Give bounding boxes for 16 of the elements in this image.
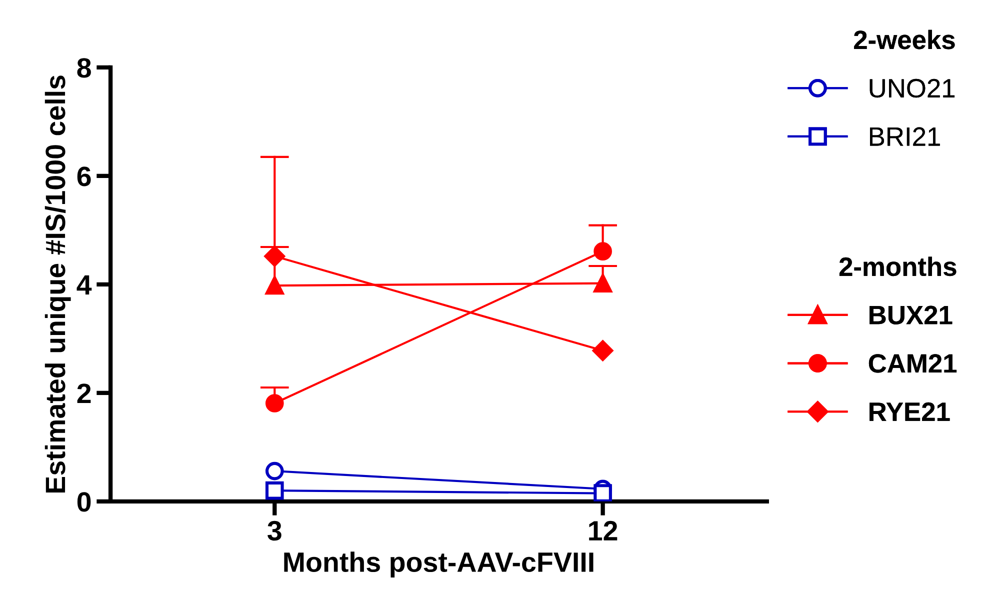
legend-label: CAM21 bbox=[868, 354, 957, 373]
text: 2-weeks bbox=[854, 30, 955, 50]
y-tick-label: 6 bbox=[77, 166, 91, 186]
y-tick-label: 0 bbox=[77, 492, 91, 512]
legend-label: UNO21 bbox=[870, 78, 955, 98]
legend-label: RYE21 bbox=[870, 402, 950, 421]
y-tick-label: 8 bbox=[77, 58, 91, 78]
y-tick-label: 4 bbox=[76, 275, 92, 294]
x-tick-label: 3 bbox=[268, 520, 282, 541]
x-tick-label: 12 bbox=[589, 520, 618, 540]
text: 2-months bbox=[839, 256, 956, 276]
legend-label: BRI21 bbox=[870, 127, 940, 146]
x-axis-title: Months post-AAV-cFVIII bbox=[284, 552, 594, 578]
legend-label: BUX21 bbox=[870, 306, 952, 324]
y-axis-title: Estimated unique #IS/1000 cells bbox=[44, 76, 71, 493]
y-tick-label: 2 bbox=[77, 384, 91, 403]
